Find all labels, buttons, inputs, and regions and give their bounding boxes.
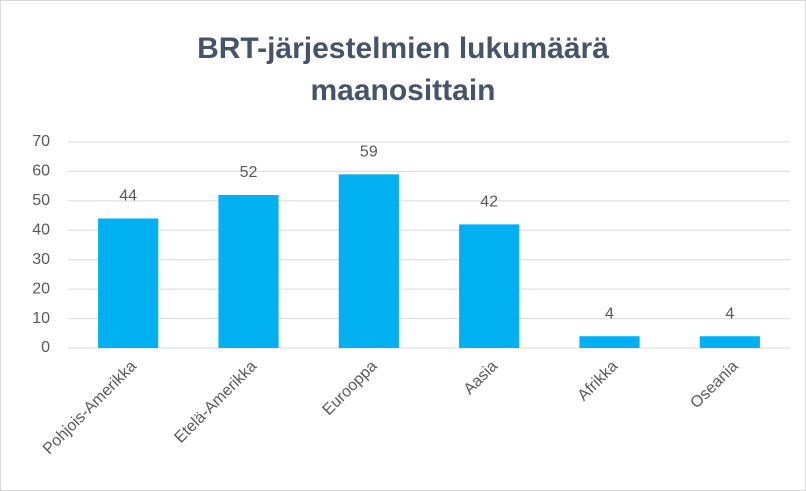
bar xyxy=(98,218,159,348)
y-tick-label: 50 xyxy=(32,192,50,209)
y-tick-label: 30 xyxy=(32,251,50,268)
y-tick-label: 40 xyxy=(32,222,50,239)
bar xyxy=(579,336,640,348)
data-label: 4 xyxy=(725,305,734,322)
bar xyxy=(338,174,399,348)
data-label: 52 xyxy=(240,164,258,181)
data-label: 59 xyxy=(360,144,378,161)
y-tick-label: 10 xyxy=(32,310,50,327)
data-label: 4 xyxy=(605,305,614,322)
bar xyxy=(218,194,279,348)
bar xyxy=(459,224,520,348)
x-tick-label: Pohjois-Amerikka xyxy=(40,358,140,458)
x-tick-label: Afrikka xyxy=(575,358,622,405)
y-tick-label: 0 xyxy=(41,339,50,356)
data-label: 42 xyxy=(480,194,498,211)
chart-title: BRT-järjestelmien lukumäärä maanosittain xyxy=(197,32,609,107)
x-tick-label: Etelä-Amerikka xyxy=(172,358,261,447)
x-tick-label: Oseania xyxy=(687,358,741,412)
x-tick-label: Aasia xyxy=(461,358,501,398)
data-label: 44 xyxy=(119,188,137,205)
y-tick-label: 20 xyxy=(32,280,50,297)
x-tick-label: Eurooppa xyxy=(320,358,381,419)
y-tick-label: 70 xyxy=(32,133,50,150)
bar xyxy=(699,336,760,348)
y-tick-label: 60 xyxy=(32,163,50,180)
